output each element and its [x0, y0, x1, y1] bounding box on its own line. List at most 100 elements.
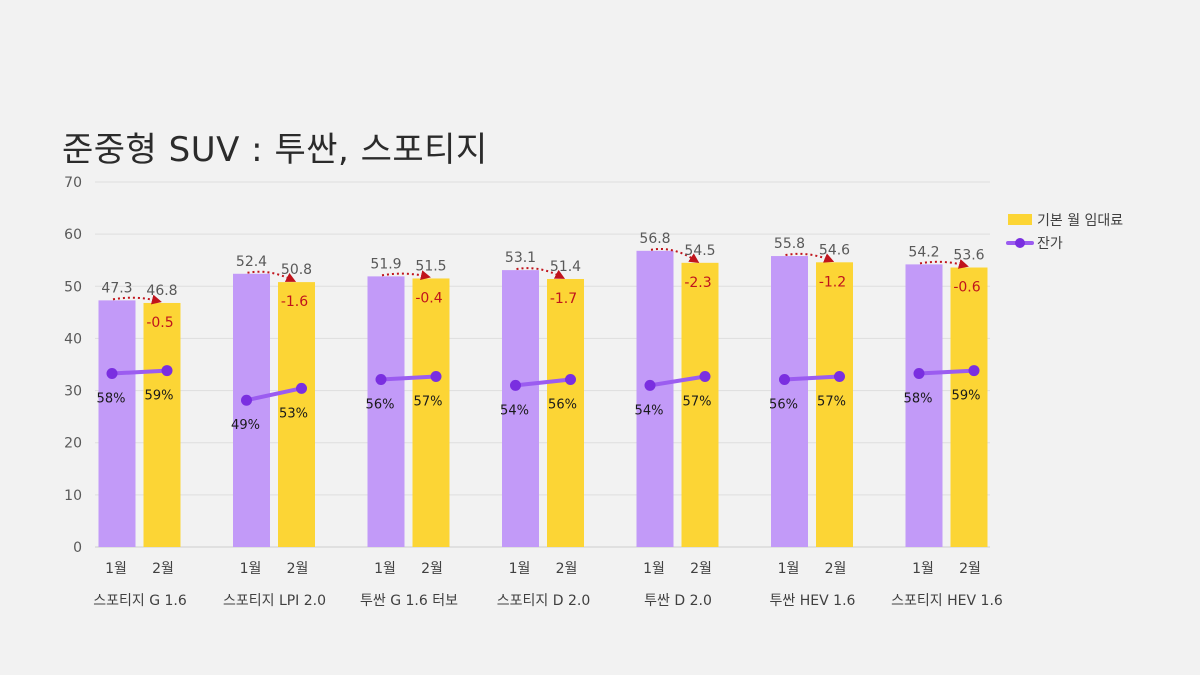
residual-label-jan: 58% — [904, 392, 933, 407]
legend-marker-residual — [1015, 238, 1025, 248]
residual-label-jan: 54% — [635, 403, 664, 418]
y-tick-label: 30 — [64, 384, 82, 400]
bar-jan-7 — [905, 264, 943, 547]
value-label-feb: 46.8 — [146, 283, 177, 299]
value-label-feb: 51.4 — [550, 259, 581, 275]
residual-point-jan — [241, 394, 252, 406]
residual-line — [782, 374, 842, 382]
residual-label-jan: 56% — [366, 397, 395, 412]
value-label-jan: 52.4 — [236, 254, 267, 270]
month-label: 2월 — [421, 561, 443, 577]
y-tick-label: 50 — [64, 279, 82, 295]
bars — [98, 250, 988, 548]
residual-point-feb — [968, 365, 980, 377]
change-arrows — [112, 248, 969, 305]
residual-label-jan: 56% — [769, 397, 798, 412]
residual-label-feb: 59% — [145, 389, 174, 404]
residual-point-jan — [510, 379, 521, 391]
residual-label-jan: 49% — [231, 418, 260, 433]
change-arrow — [112, 294, 162, 305]
change-arrow — [381, 270, 431, 281]
group-label: 스포티지 LPI 2.0 — [223, 593, 326, 609]
residual-point-jan — [913, 368, 925, 380]
residual-label-feb: 57% — [414, 394, 443, 409]
month-label: 1월 — [374, 561, 396, 577]
value-label-jan: 56.8 — [639, 231, 670, 247]
residual-label-jan: 58% — [97, 392, 126, 407]
residual-line — [648, 374, 707, 388]
month-label: 1월 — [778, 561, 800, 577]
change-arrow — [919, 259, 969, 269]
change-label: -1.2 — [819, 274, 846, 290]
legend-label-residual: 잔가 — [1037, 236, 1063, 252]
value-label-jan: 47.3 — [101, 280, 132, 296]
change-label: -0.5 — [146, 315, 173, 331]
y-tick-label: 40 — [64, 331, 82, 347]
bar-feb-2 — [278, 282, 315, 547]
residual-point-jan — [644, 379, 656, 391]
residual-point-jan — [375, 373, 387, 385]
value-label-feb: 51.5 — [415, 258, 446, 274]
month-label: 1월 — [240, 561, 262, 577]
month-label: 2월 — [152, 561, 174, 577]
month-label: 2월 — [287, 561, 309, 577]
y-axis: 0 10 20 30 40 50 60 70 — [64, 175, 82, 556]
month-label: 2월 — [825, 561, 847, 577]
residual-line — [379, 374, 438, 382]
change-label: -2.3 — [684, 275, 711, 291]
residual-line — [513, 377, 573, 388]
month-label: 1월 — [105, 561, 127, 577]
bar-feb-7 — [950, 267, 988, 547]
bar-jan-4 — [502, 270, 539, 547]
bar-feb-3 — [412, 278, 450, 547]
residual-line — [110, 368, 169, 376]
residual-label-feb: 57% — [817, 394, 846, 409]
value-label-feb: 50.8 — [281, 262, 312, 278]
change-label: -1.6 — [281, 294, 308, 310]
grid — [95, 181, 990, 548]
residual-label-feb: 57% — [683, 394, 712, 409]
bar-jan-2 — [233, 273, 270, 547]
value-label-feb: 53.6 — [953, 248, 984, 264]
month-label: 1월 — [509, 561, 531, 577]
y-tick-label: 70 — [64, 175, 82, 191]
residual-line — [917, 368, 976, 376]
residual-line — [244, 386, 304, 403]
bar-feb-1 — [143, 302, 181, 547]
group-label: 투싼 G 1.6 터보 — [360, 593, 458, 609]
group-label: 스포티지 HEV 1.6 — [891, 593, 1003, 609]
residual-label-feb: 56% — [548, 397, 577, 412]
value-label-jan: 55.8 — [774, 236, 805, 252]
bar-jan-5 — [636, 250, 674, 548]
residual-label-feb: 59% — [952, 389, 981, 404]
month-label: 2월 — [556, 561, 578, 577]
value-label-jan: 54.2 — [908, 244, 939, 260]
month-label: 1월 — [643, 561, 665, 577]
residual-lines — [106, 365, 980, 406]
group-label: 투싼 HEV 1.6 — [770, 593, 856, 609]
residual-point-feb — [161, 365, 173, 377]
bar-jan-6 — [771, 256, 808, 547]
residual-point-feb — [296, 382, 307, 394]
residual-point-jan — [779, 373, 790, 385]
group-label: 스포티지 D 2.0 — [497, 593, 590, 609]
y-tick-label: 10 — [64, 488, 82, 504]
residual-label-jan: 54% — [500, 403, 529, 418]
month-label: 1월 — [912, 561, 934, 577]
value-label-feb: 54.5 — [684, 243, 715, 259]
month-label: 2월 — [690, 561, 712, 577]
residual-point-feb — [565, 373, 576, 385]
y-tick-label: 20 — [64, 436, 82, 452]
change-arrow — [785, 252, 835, 263]
bar-feb-5 — [681, 262, 719, 547]
residual-point-feb — [699, 370, 711, 382]
value-label-jan: 51.9 — [370, 256, 401, 272]
legend-swatch-rent — [1008, 214, 1032, 225]
y-tick-label: 60 — [64, 227, 82, 243]
group-label: 스포티지 G 1.6 — [93, 593, 187, 609]
value-label-feb: 54.6 — [819, 242, 850, 258]
bar-feb-4 — [547, 278, 584, 547]
residual-point-jan — [106, 368, 118, 380]
